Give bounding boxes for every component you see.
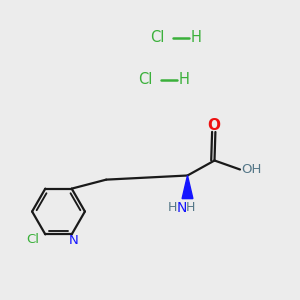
Text: Cl: Cl [138, 72, 152, 87]
Text: H: H [168, 201, 177, 214]
Text: Cl: Cl [26, 233, 39, 246]
Text: O: O [207, 118, 220, 133]
Text: Cl: Cl [150, 30, 164, 45]
Text: H: H [178, 72, 189, 87]
Text: OH: OH [241, 163, 262, 176]
Text: H: H [190, 30, 201, 45]
Text: N: N [69, 235, 79, 248]
Text: H: H [186, 201, 195, 214]
Polygon shape [182, 176, 193, 199]
Text: N: N [176, 201, 187, 214]
